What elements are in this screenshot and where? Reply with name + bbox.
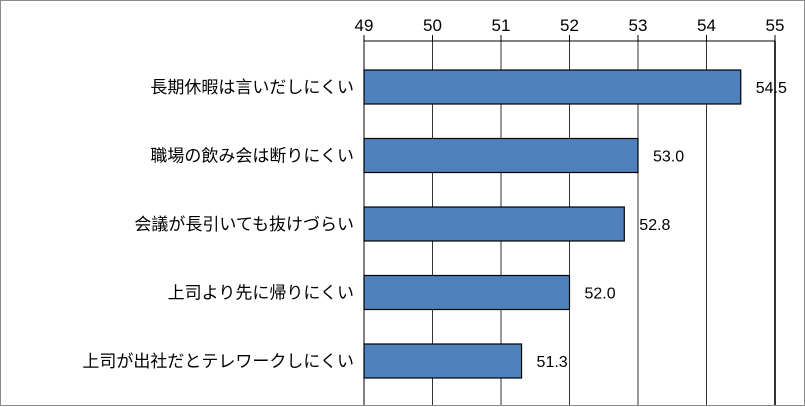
bar <box>363 69 742 105</box>
x-tick-label: 50 <box>423 16 442 35</box>
category-label: 上司より先に帰りにくい <box>168 284 354 304</box>
category-label: 職場の飲み会は断りにくい <box>150 147 354 167</box>
labels: 長期休暇は言いだしにくい 54.5 職場の飲み会は断りにくい 53.0 会議が長引いても… <box>82 78 787 372</box>
x-tick-label: 51 <box>492 16 511 35</box>
x-tick-label: 54 <box>697 16 716 35</box>
x-tick-label: 49 <box>355 16 374 35</box>
data-label: 52.0 <box>585 286 616 303</box>
data-label: 53.0 <box>653 149 684 166</box>
category-label: 会議が長引いても抜けづらい <box>134 215 354 235</box>
bar <box>363 137 639 174</box>
x-tick-label: 53 <box>629 16 648 35</box>
category-label: 上司が出社だとテレワークしにくい <box>82 352 354 372</box>
bar <box>363 206 625 242</box>
bar <box>363 343 523 379</box>
bar <box>363 274 571 311</box>
x-tick-label: 52 <box>560 16 579 35</box>
x-tick-label: 55 <box>766 16 785 35</box>
bars <box>363 69 742 379</box>
x-axis: 49 50 51 52 53 54 55 <box>355 16 785 405</box>
category-label: 長期休暇は言いだしにくい <box>150 78 354 98</box>
data-label: 51.3 <box>537 354 568 371</box>
data-label: 54.5 <box>756 80 787 97</box>
data-label: 52.8 <box>639 217 670 234</box>
